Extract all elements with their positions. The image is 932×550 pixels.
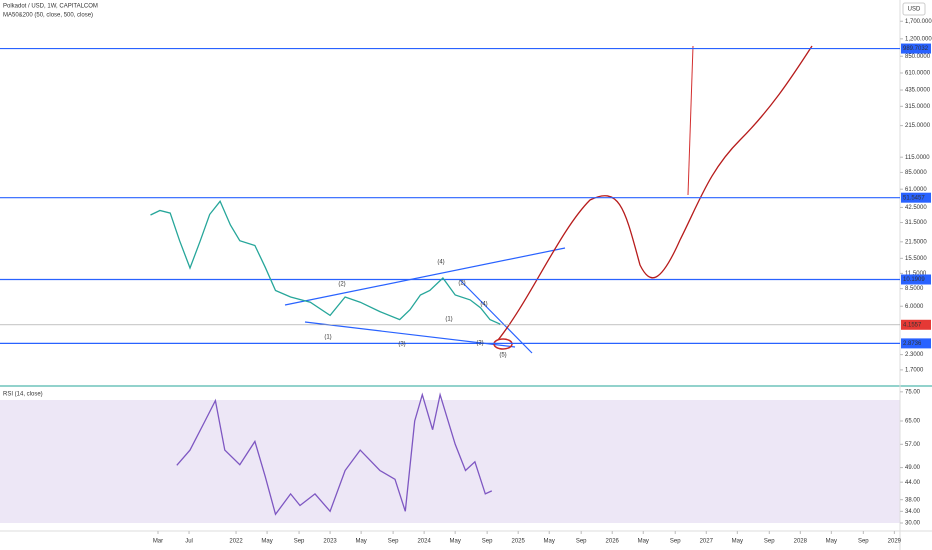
rsi-line	[176, 392, 493, 516]
x-tick-label: May	[450, 539, 461, 545]
currency-button[interactable]	[902, 2, 926, 16]
trend-line	[459, 279, 533, 354]
rsi-y-tick-label: 57.00	[905, 442, 921, 448]
y-tick-label: 610.0000	[905, 71, 931, 77]
y-tick-label: 42.5000	[905, 205, 927, 211]
y-tick-label: 1.7000	[905, 367, 924, 373]
y-tick-label: 435.0000	[905, 88, 931, 94]
x-tick-label: 2024	[417, 539, 431, 545]
y-tick-label: 8.5000	[905, 286, 924, 292]
x-tick-label: Jul	[185, 539, 193, 545]
y-tick-label: 31.5000	[905, 220, 927, 226]
projection-curve	[497, 45, 813, 341]
rsi-y-tick-label: 75.00	[905, 389, 921, 395]
price-tag	[901, 274, 931, 285]
y-tick-label: 21.5000	[905, 239, 927, 245]
y-tick-label: 11.5000	[905, 271, 927, 277]
symbol-title: Polkadot / USD, 1W, CAPITALCOM	[3, 4, 98, 10]
y-tick-label: 1,200.0000	[905, 36, 932, 42]
rsi-band	[0, 400, 900, 523]
wave-label: (3)	[398, 342, 405, 348]
x-tick-label: Sep	[764, 539, 775, 545]
y-tick-label: 61.0000	[905, 187, 927, 193]
x-tick-label: Sep	[482, 539, 493, 545]
rsi-y-tick-label: 34.00	[905, 509, 921, 515]
x-tick-label: 2026	[606, 539, 620, 545]
projection-line	[687, 45, 694, 196]
y-tick-label: 850.0000	[905, 54, 931, 60]
y-tick-label: 2.3000	[905, 352, 924, 358]
x-tick-label: 2027	[700, 539, 714, 545]
x-tick-label: May	[261, 539, 272, 545]
indicator-legend: MA50&200 (50, close, 500, close)	[3, 13, 93, 19]
x-tick-label: 2022	[229, 539, 243, 545]
x-tick-label: 2029	[888, 539, 902, 545]
currency-label: USD	[908, 7, 921, 13]
price-tag-label: 51.5457	[903, 195, 925, 201]
y-tick-label: 215.0000	[905, 123, 931, 129]
wave-label: (2)	[338, 282, 345, 288]
y-tick-label: 115.0000	[905, 155, 930, 161]
wave-label: (4)	[480, 302, 487, 308]
highlight-circle	[493, 338, 513, 350]
rsi-y-tick-label: 44.00	[905, 480, 921, 486]
wave-label: (4)	[437, 260, 444, 266]
price-tag-label: 4.1557	[903, 322, 922, 328]
x-tick-label: May	[638, 539, 649, 545]
x-tick-label: 2025	[512, 539, 526, 545]
price-tag	[901, 43, 931, 54]
x-tick-label: Sep	[576, 539, 587, 545]
rsi-y-tick-label: 38.00	[905, 497, 921, 503]
y-tick-label: 85.0000	[905, 170, 927, 176]
x-tick-label: Sep	[388, 539, 399, 545]
y-tick-label: 1,700.0000	[905, 19, 932, 25]
x-tick-label: May	[826, 539, 837, 545]
x-tick-label: May	[355, 539, 366, 545]
wave-label: (1)	[324, 335, 331, 341]
x-tick-label: 2028	[794, 539, 808, 545]
rsi-title: RSI (14, close)	[3, 392, 43, 398]
x-tick-label: Sep	[858, 539, 869, 545]
price-line	[150, 200, 501, 325]
x-tick-label: Mar	[153, 539, 163, 545]
wave-label: (2)	[458, 281, 465, 287]
wave-label: (3)	[476, 341, 483, 347]
x-tick-label: Sep	[670, 539, 681, 545]
rsi-y-tick-label: 49.00	[905, 465, 921, 471]
rsi-y-tick-label: 65.00	[905, 419, 921, 425]
x-tick-label: May	[732, 539, 743, 545]
x-tick-label: 2023	[323, 539, 337, 545]
y-tick-label: 315.0000	[905, 104, 931, 110]
price-tag	[901, 319, 931, 330]
price-tag-label: 989.7032	[903, 46, 929, 52]
trend-line	[284, 247, 566, 306]
x-tick-label: Sep	[294, 539, 305, 545]
price-tag-label: 10.1909	[903, 277, 925, 283]
rsi-y-tick-label: 30.00	[905, 521, 921, 527]
price-tag-label: 2.8736	[903, 341, 922, 347]
wave-label: (1)	[445, 317, 452, 323]
price-tag	[901, 338, 931, 349]
price-tag	[901, 192, 931, 203]
wave-label: (5)	[499, 353, 506, 359]
x-tick-label: May	[544, 539, 555, 545]
y-tick-label: 15.5000	[905, 256, 927, 262]
y-tick-label: 6.0000	[905, 304, 924, 310]
